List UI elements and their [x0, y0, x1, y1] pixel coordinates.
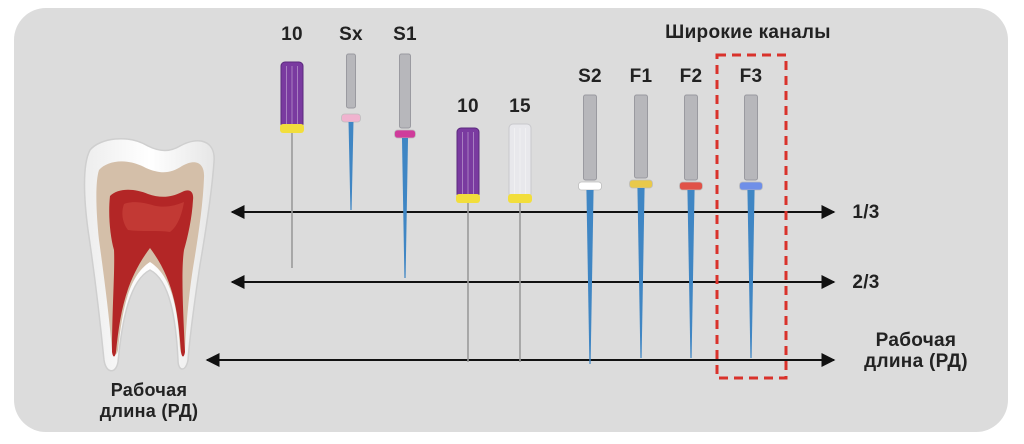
instrument-1	[280, 61, 304, 268]
instrument-ring	[739, 181, 763, 191]
instrument-label-1: 10	[281, 24, 303, 45]
instrument-ring	[280, 124, 304, 133]
instrument-ring	[456, 194, 480, 203]
tooth-illustration	[83, 138, 215, 372]
instrument-shank	[583, 94, 597, 181]
instrument-working-part	[348, 122, 354, 210]
instrument-shank	[399, 53, 411, 129]
instrument-3	[394, 53, 416, 278]
instrument-working-part	[687, 190, 695, 358]
instrument-working-part	[747, 190, 755, 358]
working-length-line-1: Рабочая	[875, 330, 957, 351]
instrument-9	[739, 94, 763, 358]
instrument-ring	[341, 113, 361, 123]
instrument-label-6: S2	[578, 66, 602, 87]
instrument-label-5: 15	[509, 96, 531, 117]
instrument-label-8: F2	[679, 66, 703, 87]
instrument-2	[341, 53, 361, 210]
level-label-two-thirds: 2/3	[852, 272, 880, 293]
tooth-pulp-highlight	[122, 202, 184, 232]
wide-canals-label: Широкие каналы	[665, 22, 831, 43]
tooth-pulp	[109, 189, 194, 357]
instrument-ring	[578, 181, 602, 191]
instrument-5	[508, 123, 532, 362]
instrument-working-part	[401, 138, 409, 278]
instrument-shank	[634, 94, 648, 179]
level-label-working-length: Рабочая длина (РД)	[864, 330, 968, 372]
instrument-shank	[744, 94, 758, 181]
tooth-caption-line-1: Рабочая	[110, 380, 188, 400]
instrument-shank	[684, 94, 698, 181]
instrument-label-7: F1	[629, 66, 653, 87]
instrument-working-part	[586, 190, 594, 364]
instrument-ring	[394, 129, 416, 139]
instrument-6	[578, 94, 602, 364]
wide-canals-highlight-box	[715, 53, 788, 380]
instrument-label-4: 10	[457, 96, 479, 117]
instrument-ring	[629, 179, 653, 189]
level-label-one-third: 1/3	[852, 202, 880, 223]
instrument-label-3: S1	[393, 24, 417, 45]
instrument-ring	[508, 194, 532, 203]
instrument-8	[679, 94, 703, 358]
tooth-caption-line-2: длина (РД)	[99, 401, 199, 421]
instrument-4	[456, 127, 480, 362]
working-length-line-2: длина (РД)	[864, 351, 968, 372]
instrument-label-2: Sx	[339, 24, 363, 45]
instrument-7	[629, 94, 653, 358]
tooth-caption: Рабочая длина (РД)	[100, 380, 199, 422]
instrument-working-part	[637, 188, 645, 358]
instruments-group	[280, 53, 763, 364]
instrument-shank	[346, 53, 356, 109]
instrument-ring	[679, 181, 703, 191]
instrument-label-9: F3	[739, 66, 763, 87]
